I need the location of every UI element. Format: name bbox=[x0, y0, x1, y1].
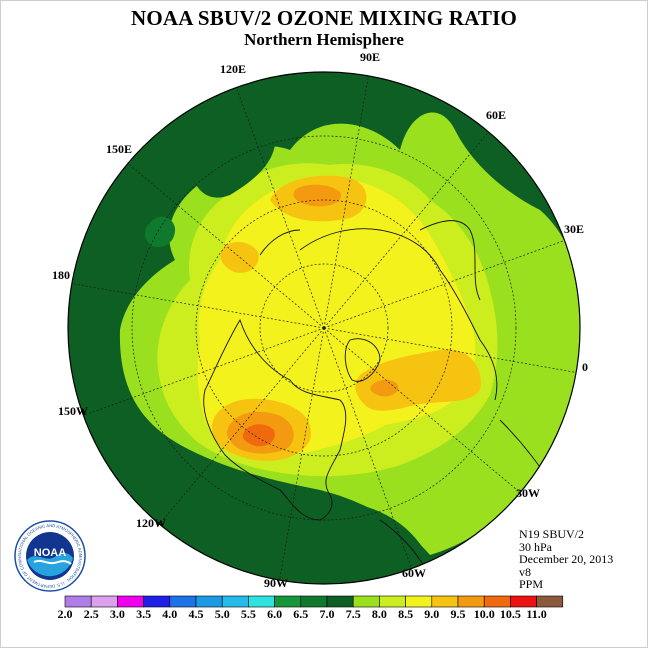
coastline-south-america bbox=[379, 519, 446, 584]
map-boundary bbox=[67, 71, 581, 585]
meridian-line bbox=[323, 131, 489, 329]
colorbar-tick-label: 10.5 bbox=[499, 607, 521, 621]
meridian-line bbox=[323, 327, 521, 493]
colorbar-swatch bbox=[64, 595, 92, 608]
colorbar-swatch bbox=[510, 595, 537, 608]
meridian-line bbox=[83, 327, 325, 416]
colorbar-tick-label: 4.0 bbox=[162, 607, 178, 621]
colorbar-swatch bbox=[169, 595, 197, 608]
colorbar-tick-label: 6.5 bbox=[293, 607, 309, 621]
colorbar-swatch bbox=[352, 595, 380, 608]
coastline-north-america bbox=[203, 318, 347, 521]
contour-9-5 bbox=[370, 379, 399, 397]
longitude-label-120e: 120E bbox=[220, 62, 247, 76]
version-label: v8 bbox=[519, 564, 531, 579]
coastline-greenland bbox=[344, 338, 381, 382]
longitude-label-90e: 90E bbox=[360, 50, 381, 64]
colorbar-tick-label: 7.5 bbox=[345, 607, 361, 621]
colorbar-swatch bbox=[457, 595, 485, 608]
meridian-line bbox=[323, 327, 577, 373]
colorbar-tick-label: 8.5 bbox=[398, 607, 414, 621]
graticule bbox=[71, 75, 577, 581]
colorbar-swatch bbox=[143, 595, 171, 608]
meridian-line bbox=[323, 327, 412, 569]
latitude-circle bbox=[131, 135, 517, 521]
colorbar-tick-label: 8.0 bbox=[371, 607, 387, 621]
contour-9-5 bbox=[293, 184, 341, 207]
colorbar-swatch bbox=[90, 595, 118, 608]
units-label: PPM bbox=[519, 577, 544, 591]
colorbar-swatch bbox=[195, 595, 223, 608]
contour-10-0 bbox=[242, 424, 275, 447]
colorbar-swatch bbox=[274, 595, 302, 608]
map-subtitle: Northern Hemisphere bbox=[244, 30, 404, 49]
colorbar-tick-label: 10.0 bbox=[473, 607, 495, 621]
colorbar-swatch bbox=[300, 595, 328, 608]
colorbar-tick-label: 3.0 bbox=[109, 607, 125, 621]
colorbar-tick-label: 9.5 bbox=[450, 607, 466, 621]
coastline-eurasia bbox=[259, 220, 498, 401]
contour-6-5 bbox=[144, 216, 176, 248]
longitude-label-120w: 120W bbox=[136, 516, 166, 530]
colorbar-tick-label: 9.0 bbox=[424, 607, 440, 621]
noaa-logo-icon: NOAA NATIONAL OCEANIC AND ATMOSPHERIC AD… bbox=[14, 520, 86, 592]
meridian-line bbox=[323, 75, 369, 329]
colorbar-tick-label: 6.0 bbox=[267, 607, 283, 621]
longitude-label-60w: 60W bbox=[402, 566, 426, 580]
colorbar-swatch bbox=[221, 595, 249, 608]
colorbar-tick-label: 5.0 bbox=[214, 607, 230, 621]
colorbar-tick-label: 2.0 bbox=[57, 607, 73, 621]
longitude-label-30e: 30E bbox=[564, 222, 585, 236]
colorbar-swatch bbox=[536, 595, 564, 608]
colorbar-swatch bbox=[248, 595, 275, 608]
meridian-line bbox=[279, 327, 325, 581]
longitude-label-90w: 90W bbox=[264, 576, 288, 590]
ozone-field bbox=[68, 72, 580, 584]
longitude-label-0: 0 bbox=[582, 360, 588, 374]
latitude-circle bbox=[195, 199, 453, 457]
meridian-line bbox=[127, 163, 325, 329]
pressure-level-label: 30 hPa bbox=[519, 539, 552, 554]
colorbar-tick-label: 2.5 bbox=[83, 607, 99, 621]
colorbar-tick-label: 4.5 bbox=[188, 607, 204, 621]
colorbar-tick-label: 5.5 bbox=[240, 607, 256, 621]
date-label: December 20, 2013 bbox=[519, 552, 614, 566]
instrument-label: N19 SBUV/2 bbox=[519, 527, 585, 541]
colorbar-swatch bbox=[405, 595, 433, 608]
longitude-label-150w: 150W bbox=[58, 404, 88, 418]
logo-text: NOAA bbox=[34, 547, 66, 559]
colorbar-swatch bbox=[379, 595, 406, 608]
map-title: NOAA SBUV/2 OZONE MIXING RATIO bbox=[131, 6, 517, 30]
contour-7-0 bbox=[187, 102, 276, 198]
longitude-label-150e: 150E bbox=[106, 142, 133, 156]
colorbar-tick-label: 7.0 bbox=[319, 607, 335, 621]
colorbar-swatch bbox=[326, 595, 354, 608]
meridian-line bbox=[236, 87, 325, 329]
meridian-line bbox=[71, 283, 325, 329]
latitude-circle bbox=[259, 263, 389, 393]
colorbar-tick-label: 3.5 bbox=[136, 607, 152, 621]
colorbar-swatch bbox=[431, 595, 459, 608]
longitude-label-60e: 60E bbox=[486, 108, 507, 122]
colorbar-tick-label: 11.0 bbox=[526, 607, 547, 621]
colorbar-swatch bbox=[483, 595, 511, 608]
longitude-label-30w: 30W bbox=[516, 486, 540, 500]
longitude-label-180: 180 bbox=[52, 268, 70, 282]
meridian-line bbox=[159, 327, 325, 525]
colorbar-swatch bbox=[117, 595, 144, 608]
info-block: N19 SBUV/2 30 hPa December 20, 2013 v8 P… bbox=[519, 528, 613, 591]
meridian-line bbox=[323, 240, 565, 329]
